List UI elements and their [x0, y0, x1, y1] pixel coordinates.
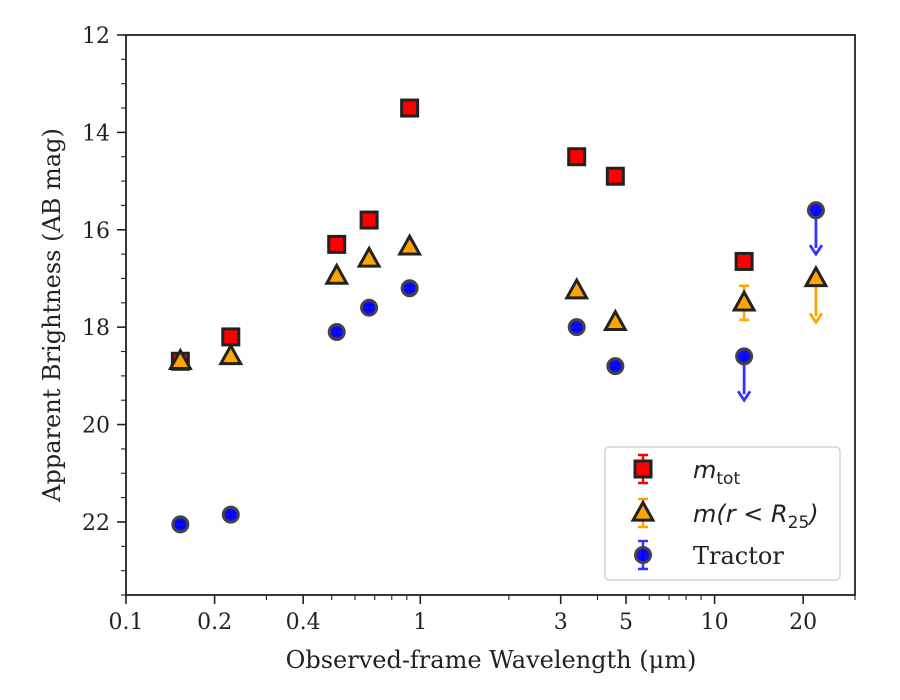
x-tick-label: 0.4 [286, 610, 321, 635]
plot-frame [125, 34, 856, 596]
data-point-square [327, 234, 347, 254]
data-point-square [359, 210, 379, 230]
legend-label-square: mtot [693, 456, 740, 489]
y-tick-label: 18 [82, 316, 110, 341]
data-point-circle [806, 201, 825, 220]
legend: mtot m(r < R25) Tractor [604, 446, 841, 581]
legend-label-triangle: m(r < R25) [693, 500, 819, 533]
plot-layer [167, 98, 829, 534]
x-axis-label: Observed-frame Wavelength (μm) [286, 646, 697, 674]
y-tick-label: 20 [82, 414, 110, 439]
series-square [170, 98, 754, 371]
x-tick-label: 20 [789, 610, 817, 635]
x-tick-label: 3 [554, 610, 568, 635]
data-point-square [400, 98, 420, 118]
legend-box [604, 446, 841, 581]
data-point-triangle [564, 276, 590, 300]
y-tick-label: 14 [82, 121, 110, 146]
data-point-circle [606, 357, 625, 376]
x-tick-label: 5 [619, 610, 633, 635]
y-tick-label: 22 [82, 511, 110, 536]
legend-entry-triangle: m(r < R25) [630, 497, 819, 533]
data-point-triangle [731, 289, 757, 312]
axes-layer: 0.1 0.2 0.4 1 3 5 10 20 12 14 16 18 20 22 [82, 24, 856, 635]
data-point-square [734, 251, 754, 271]
x-tick-label: 0.1 [109, 610, 144, 635]
data-point-square [567, 147, 587, 167]
x-tick-label: 10 [701, 610, 729, 635]
legend-marker-square [633, 459, 653, 479]
series-triangle [167, 233, 829, 370]
legend-marker-triangle [630, 499, 656, 522]
data-point-circle [400, 279, 419, 298]
data-point-triangle [803, 264, 829, 288]
data-point-square [605, 166, 625, 186]
y-tick-label: 16 [82, 219, 110, 244]
legend-label-circle: Tractor [693, 542, 784, 570]
data-point-circle [327, 323, 346, 342]
data-point-triangle [167, 347, 193, 370]
series-circle [171, 201, 825, 534]
y-tick-label: 12 [82, 24, 110, 49]
legend-entry-square: mtot [633, 453, 740, 489]
data-point-square [221, 327, 241, 347]
legend-marker-circle [634, 546, 652, 564]
data-point-circle [567, 318, 586, 337]
data-point-circle [735, 347, 754, 366]
data-point-triangle [602, 308, 628, 331]
x-tick-label: 1 [413, 610, 427, 635]
data-point-circle [360, 298, 379, 317]
data-point-circle [171, 515, 190, 534]
x-tick-label: 0.2 [197, 610, 232, 635]
data-point-triangle [218, 342, 244, 366]
upper-limit-head [808, 312, 824, 325]
y-axis-label: Apparent Brightness (AB mag) [38, 128, 66, 503]
upper-limit-head [808, 244, 824, 257]
data-point-circle [221, 505, 240, 524]
data-point-triangle [397, 233, 423, 256]
legend-entry-circle: Tractor [634, 539, 784, 571]
data-point-triangle [324, 262, 350, 285]
data-point-triangle [356, 245, 382, 268]
upper-limit-head [736, 390, 752, 403]
